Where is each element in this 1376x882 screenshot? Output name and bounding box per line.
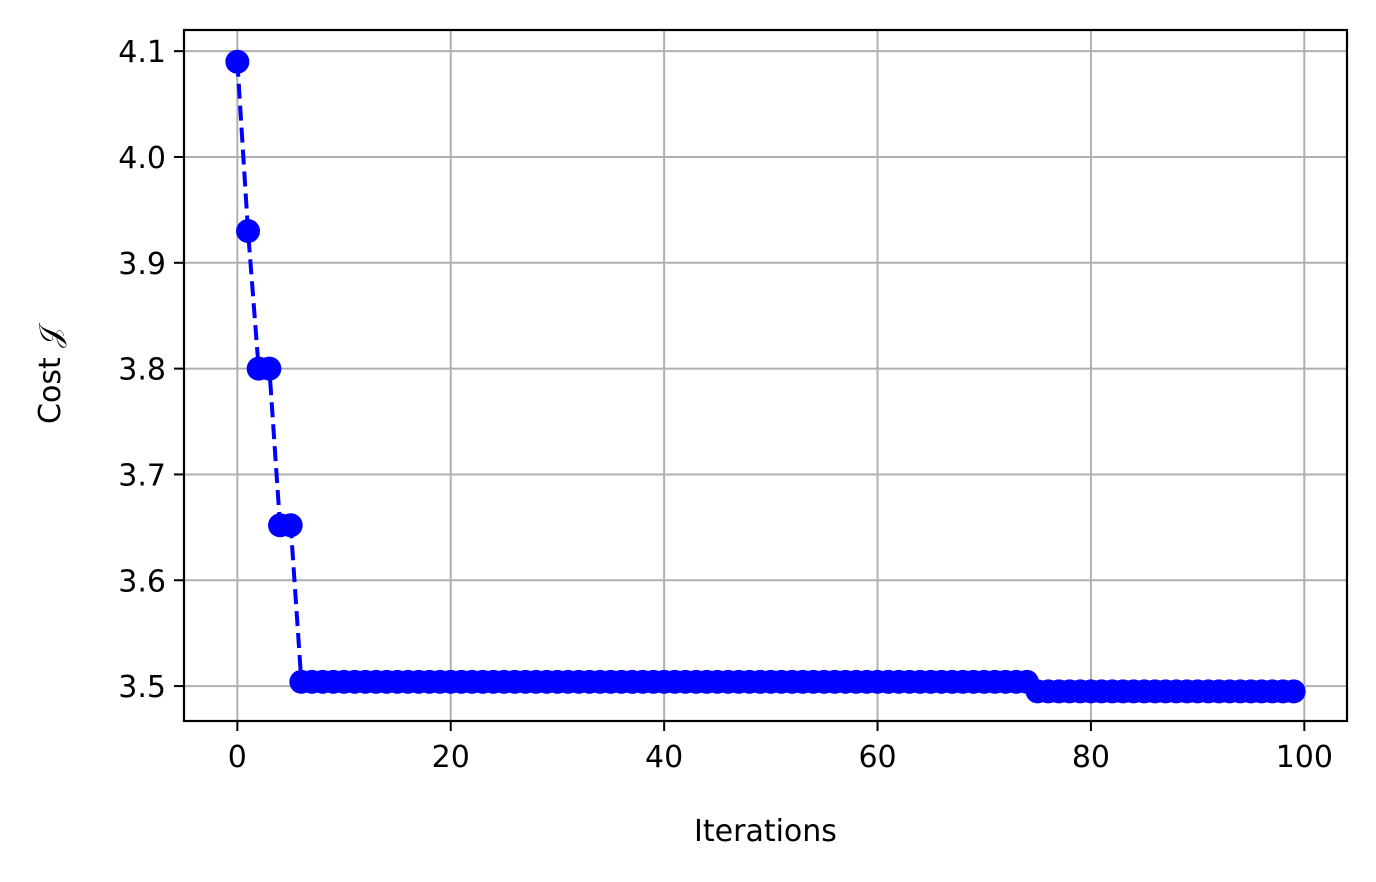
- axes: 0 20 40 60 80 100 3.5 3.6 3.7 3.8 3.9 4.0 4.1: [118, 35, 1333, 775]
- y-tick-label: 3.8: [118, 353, 166, 388]
- x-axis-title: Iterations: [694, 814, 837, 849]
- x-tick-label: 60: [858, 740, 896, 775]
- plot-frame: [182, 28, 1349, 723]
- data-point: [1281, 679, 1306, 704]
- y-axis-title: Cost 𝒥: [33, 322, 68, 424]
- data-point: [278, 513, 303, 538]
- series-cost: [225, 49, 1306, 704]
- x-tick-label: 0: [228, 740, 247, 775]
- x-tick-label: 100: [1276, 740, 1333, 775]
- x-tick-label: 40: [645, 740, 683, 775]
- y-tick-label: 3.6: [118, 564, 166, 599]
- y-tick-label: 4.0: [118, 141, 166, 176]
- y-tick-label: 3.9: [118, 247, 166, 282]
- data-point: [225, 49, 250, 74]
- y-tick-label: 3.7: [118, 458, 166, 493]
- x-tick-label: 80: [1072, 740, 1110, 775]
- data-point: [257, 356, 282, 381]
- y-tick-label: 4.1: [118, 35, 166, 70]
- y-tick-label: 3.5: [118, 670, 166, 705]
- x-tick-label: 20: [432, 740, 470, 775]
- data-point: [236, 219, 261, 244]
- grid: [184, 30, 1347, 721]
